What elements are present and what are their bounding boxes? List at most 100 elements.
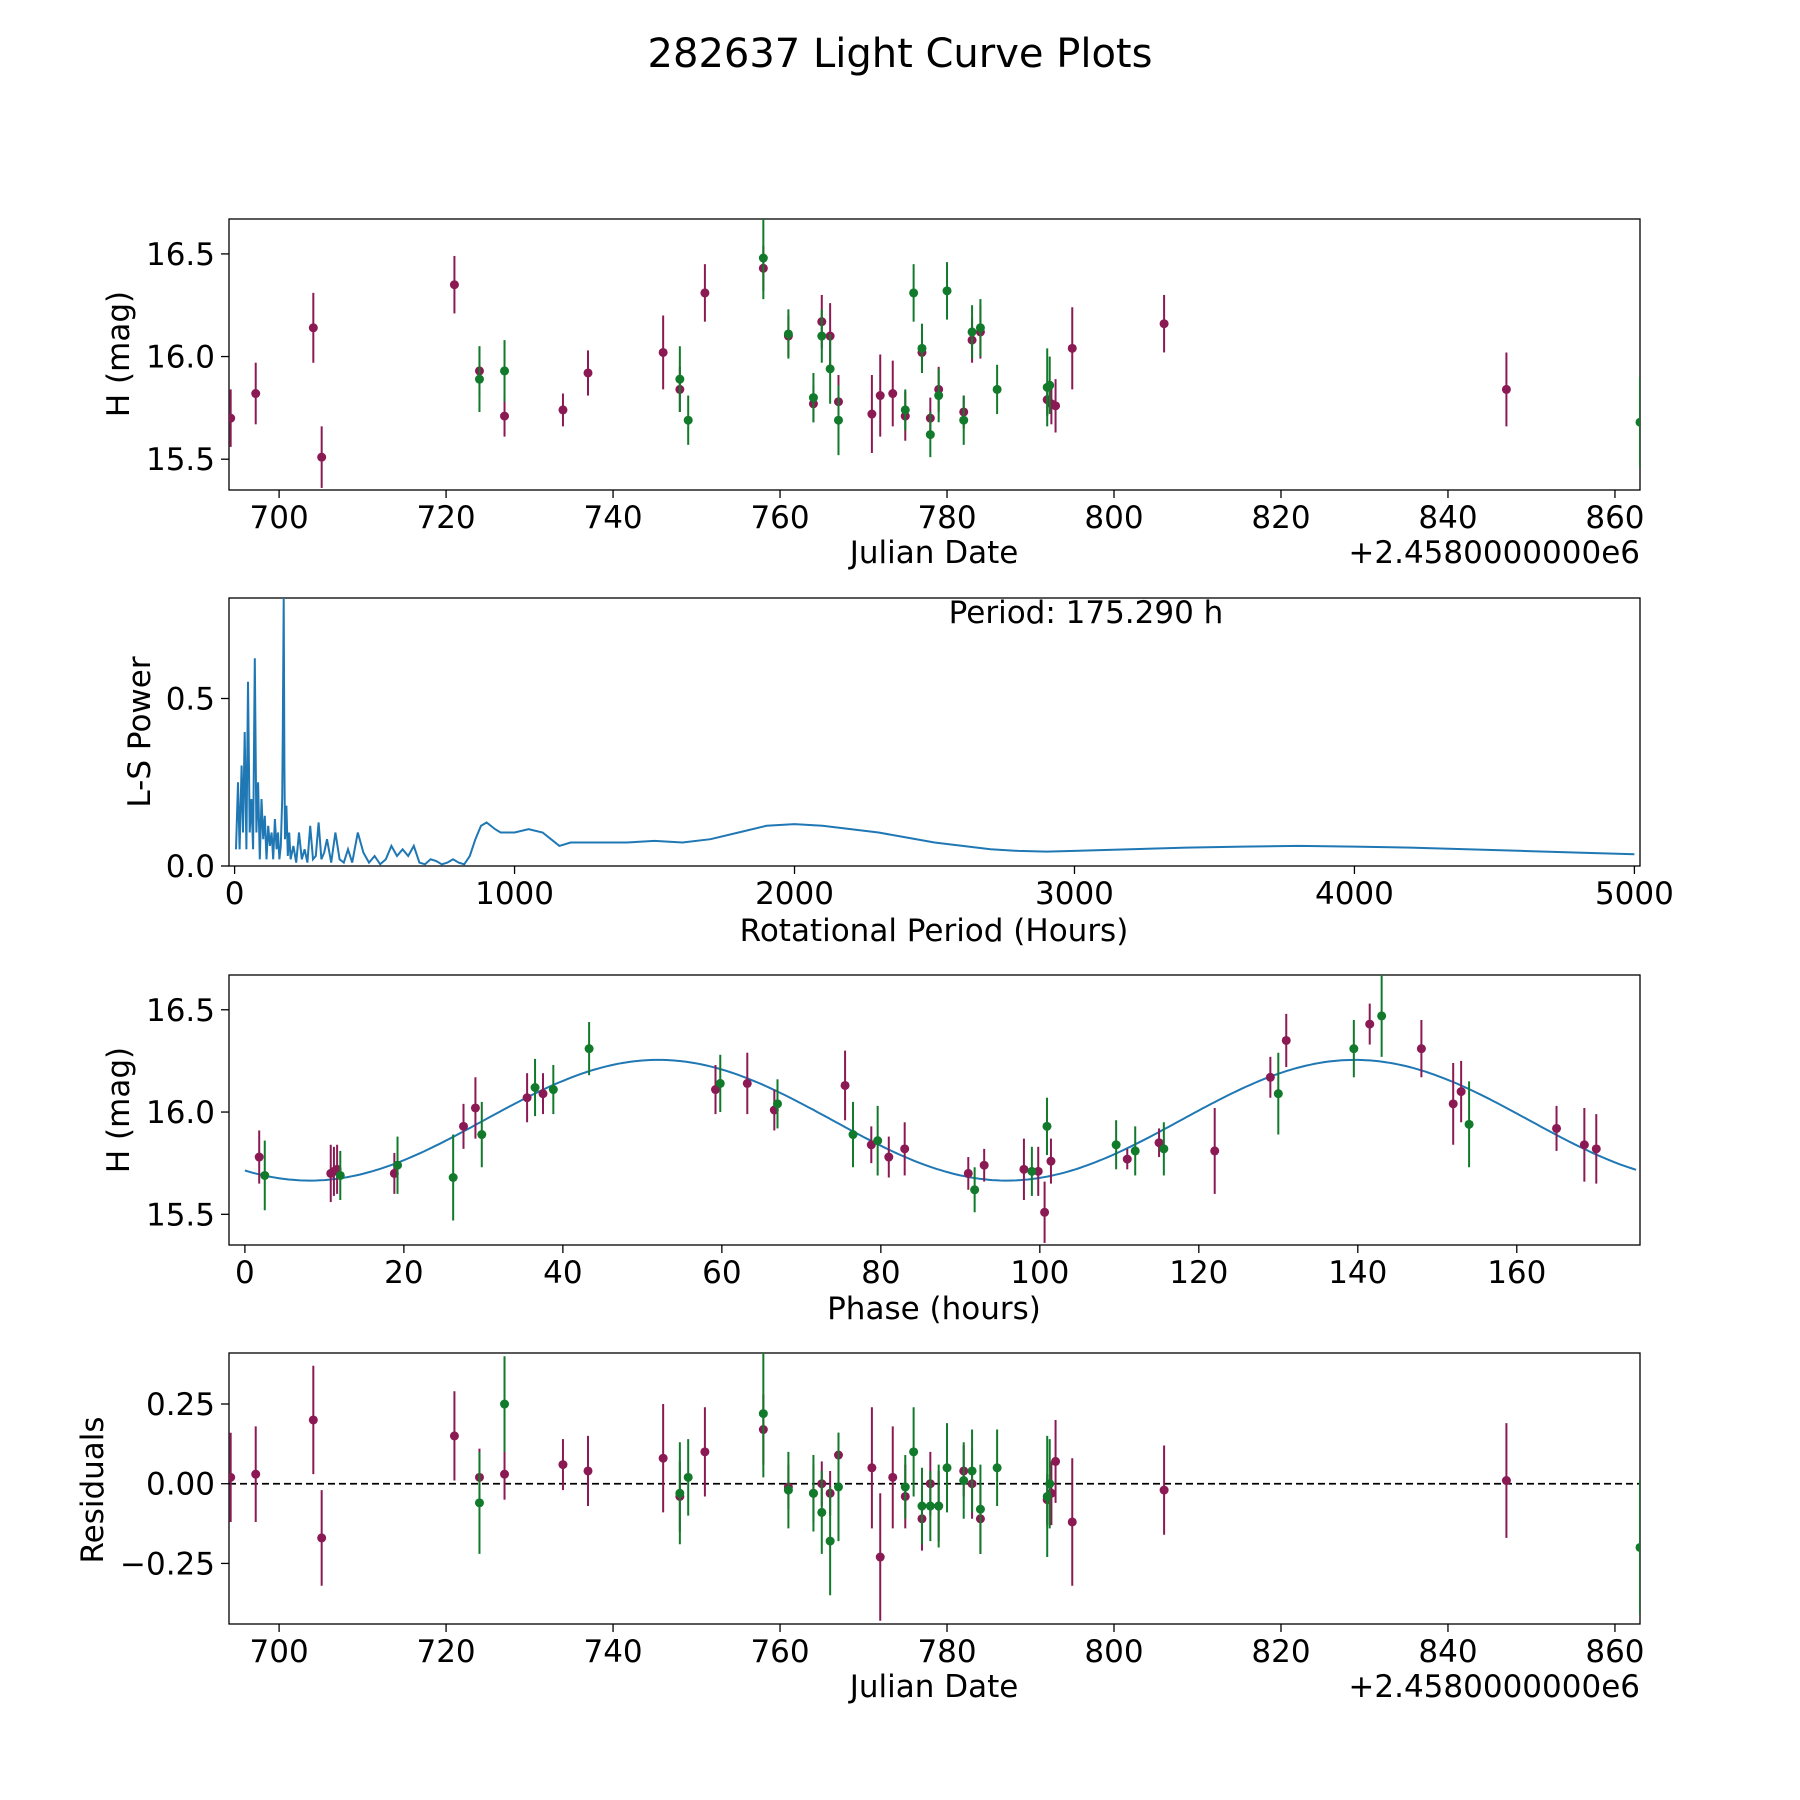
phased-y-tick-label: 16.0 bbox=[146, 1095, 215, 1131]
residuals-data-point bbox=[658, 1453, 668, 1463]
residuals-data-point bbox=[317, 1533, 327, 1543]
residuals-data-point bbox=[817, 1507, 827, 1517]
phased-data-point bbox=[848, 1130, 858, 1140]
phased-data-point bbox=[773, 1099, 783, 1109]
lightcurve-data-point bbox=[975, 323, 985, 333]
lightcurve-x-tick-label: 820 bbox=[1251, 500, 1310, 536]
phased-data-point bbox=[1210, 1146, 1220, 1156]
phased-fit-curve bbox=[244, 1058, 1637, 1182]
residuals-x-offset: +2.4580000000e6 bbox=[1348, 1669, 1640, 1705]
phased-x-tick-label: 60 bbox=[702, 1255, 741, 1291]
lightcurve-clipped-points bbox=[229, 219, 1640, 488]
phased-clipped-points bbox=[254, 975, 1601, 1243]
lightcurve-data-point bbox=[833, 415, 843, 425]
periodogram-x-label: Rotational Period (Hours) bbox=[740, 913, 1129, 949]
phased-y-label: H (mag) bbox=[101, 1047, 137, 1173]
residuals-clipped-points bbox=[229, 1353, 1640, 1621]
phased-data-point bbox=[715, 1078, 725, 1088]
residuals-data-point bbox=[1159, 1485, 1169, 1495]
phased-data-point bbox=[1591, 1144, 1601, 1154]
phased-data-point bbox=[1552, 1123, 1562, 1133]
residuals-panel: 700 720 740 760 780 800 820 840 860 −0.25 0.00 0.2… bbox=[75, 1352, 1645, 1705]
lightcurve-y-label: H (mag) bbox=[101, 291, 137, 417]
lightcurve-x-tick-label: 720 bbox=[416, 500, 475, 536]
phased-data-point bbox=[710, 1085, 720, 1095]
residuals-data-point bbox=[917, 1501, 927, 1511]
lightcurve-data-point bbox=[675, 374, 685, 384]
residuals-data-point bbox=[1045, 1479, 1055, 1489]
phased-data-point bbox=[1130, 1146, 1140, 1156]
lightcurve-data-point bbox=[317, 452, 327, 462]
residuals-data-point bbox=[900, 1482, 910, 1492]
phased-data-point bbox=[530, 1083, 540, 1092]
phased-data-point bbox=[884, 1152, 894, 1162]
lightcurve-x-tick-label: 740 bbox=[583, 500, 642, 536]
residuals-x-tick-label: 700 bbox=[250, 1634, 309, 1670]
periodogram-x-tick-label: 5000 bbox=[1595, 876, 1674, 912]
residuals-data-point bbox=[1051, 1456, 1061, 1466]
lightcurve-data-point bbox=[583, 368, 593, 378]
residuals-y-label: Residuals bbox=[75, 1416, 111, 1563]
residuals-x-tick-label: 800 bbox=[1084, 1634, 1143, 1670]
periodogram-curve bbox=[235, 597, 1635, 866]
lightcurve-data-point bbox=[917, 343, 927, 353]
residuals-y-ticks: −0.25 0.00 0.25 bbox=[120, 1387, 229, 1582]
phased-x-tick-label: 40 bbox=[543, 1255, 582, 1291]
lightcurve-data-point bbox=[758, 253, 768, 263]
phased-data-point bbox=[1159, 1144, 1169, 1154]
lightcurve-data-point bbox=[783, 329, 793, 339]
lightcurve-data-point bbox=[925, 430, 935, 440]
periodogram-x-tick-label: 2000 bbox=[755, 876, 834, 912]
lightcurve-data-point bbox=[909, 288, 919, 298]
phased-data-point bbox=[1033, 1166, 1043, 1176]
lightcurve-data-point bbox=[967, 327, 977, 337]
residuals-data-point bbox=[583, 1466, 593, 1476]
residuals-data-point bbox=[449, 1431, 459, 1441]
phased-points bbox=[254, 975, 1601, 1243]
residuals-data-point bbox=[942, 1463, 952, 1473]
phased-data-point bbox=[963, 1168, 973, 1178]
lightcurve-y-tick-label: 15.5 bbox=[146, 442, 215, 478]
periodogram-y-tick-label: 0.0 bbox=[166, 849, 215, 885]
residuals-x-tick-label: 760 bbox=[750, 1634, 809, 1670]
lightcurve-data-point bbox=[808, 393, 818, 403]
residuals-data-point bbox=[808, 1488, 818, 1498]
phased-y-tick-label: 15.5 bbox=[146, 1197, 215, 1233]
lightcurve-y-tick-label: 16.5 bbox=[146, 237, 215, 273]
phased-data-point bbox=[335, 1170, 345, 1180]
periodogram-x-tick-label: 3000 bbox=[1035, 876, 1114, 912]
phased-data-point bbox=[1377, 1011, 1387, 1021]
phased-x-tick-label: 100 bbox=[1010, 1255, 1069, 1291]
residuals-x-label: Julian Date bbox=[848, 1669, 1019, 1705]
residuals-data-point bbox=[975, 1504, 985, 1514]
lightcurve-data-point bbox=[934, 391, 944, 401]
lightcurve-data-point bbox=[700, 288, 710, 298]
periodogram-y-tick-label: 0.5 bbox=[166, 682, 215, 718]
lightcurve-data-point bbox=[683, 415, 693, 425]
lightcurve-data-point bbox=[817, 331, 827, 341]
figure-title: 282637 Light Curve Plots bbox=[648, 31, 1153, 77]
lightcurve-data-point bbox=[1067, 343, 1077, 353]
phased-x-tick-label: 20 bbox=[384, 1255, 423, 1291]
lightcurve-y-ticks: 15.5 16.0 16.5 bbox=[146, 237, 229, 478]
lightcurve-data-point bbox=[867, 409, 877, 419]
lightcurve-data-point bbox=[658, 347, 668, 357]
residuals-data-point bbox=[909, 1447, 919, 1457]
phased-data-point bbox=[1281, 1035, 1291, 1045]
lightcurve-data-point bbox=[992, 384, 1002, 394]
residuals-data-point bbox=[683, 1472, 693, 1482]
phased-data-point bbox=[459, 1121, 469, 1131]
lightcurve-data-point bbox=[1045, 380, 1055, 390]
lightcurve-data-point bbox=[449, 280, 459, 290]
residuals-data-point bbox=[758, 1409, 768, 1419]
phased-data-point bbox=[1042, 1121, 1052, 1131]
phased-data-point bbox=[1273, 1089, 1283, 1099]
phased-x-tick-label: 160 bbox=[1487, 1255, 1546, 1291]
lightcurve-points bbox=[229, 219, 1640, 488]
periodogram-x-tick-label: 1000 bbox=[475, 876, 554, 912]
lightcurve-x-tick-label: 860 bbox=[1585, 500, 1644, 536]
phased-panel: 0 20 40 60 80 100 120 140 160 15.5 16.0 16.5 Phase… bbox=[101, 974, 1641, 1327]
phased-data-point bbox=[1579, 1140, 1589, 1150]
phased-data-point bbox=[1448, 1099, 1458, 1109]
residuals-data-point bbox=[1067, 1517, 1077, 1527]
